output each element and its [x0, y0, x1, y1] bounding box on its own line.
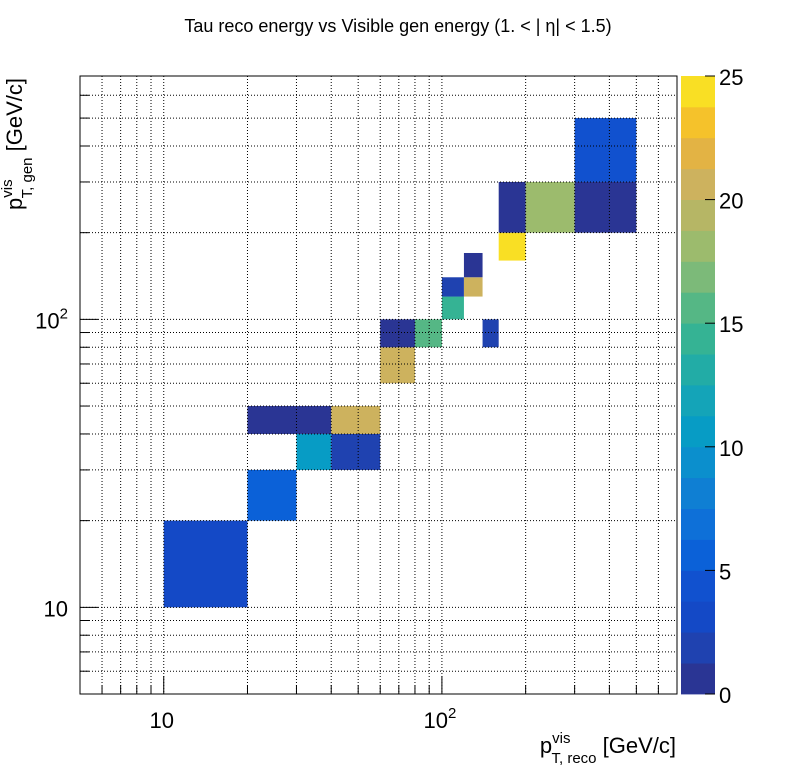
- colorbar-tick-label: 0: [719, 683, 731, 708]
- x-axis-label-sub: T, reco: [552, 750, 597, 767]
- x-axis-label-sup: vis: [552, 730, 570, 747]
- grid-lines: [79, 75, 678, 695]
- y-tick-label: 10: [44, 596, 68, 621]
- colorbar-band: [681, 570, 715, 602]
- colorbar-band: [681, 601, 715, 633]
- heatmap-cell: [574, 118, 637, 182]
- colorbar-band: [681, 106, 715, 139]
- heatmap-cell: [414, 319, 442, 348]
- heatmap-cell: [441, 296, 464, 320]
- colorbar-band: [681, 323, 715, 355]
- heatmap-cell: [498, 232, 526, 261]
- y-axis-label-sub: T, gen: [19, 157, 36, 198]
- heatmap-cell: [247, 469, 297, 521]
- x-tick-label: 102: [423, 705, 456, 733]
- heatmap-cell: [463, 277, 483, 297]
- heatmap-cell: [441, 277, 464, 297]
- heatmap-cell: [463, 252, 483, 278]
- colorbar-tick-label: 20: [719, 189, 743, 214]
- colorbar-band: [681, 508, 715, 540]
- colorbar-band: [681, 415, 715, 448]
- colorbar-band: [681, 76, 715, 108]
- chart-title: Tau reco energy vs Visible gen energy (1…: [184, 16, 611, 36]
- x-axis-label-unit: [GeV/c]: [597, 733, 676, 758]
- colorbar-tick-label: 25: [719, 65, 743, 90]
- heatmap-cell: [163, 520, 248, 608]
- colorbar-band: [681, 230, 715, 262]
- colorbar-band: [681, 446, 715, 479]
- x-tick-label: 10: [149, 708, 173, 733]
- x-axis-label: pvis T, reco [GeV/c]: [540, 730, 676, 767]
- colorbar-band: [681, 261, 715, 293]
- heatmap-cell: [380, 319, 415, 348]
- y-tick-labels: 10 102: [35, 305, 68, 621]
- y-tick-label: 102: [35, 305, 68, 333]
- heatmap-cell: [380, 347, 415, 384]
- colorbar-band: [681, 385, 715, 417]
- colorbar-band: [681, 632, 715, 664]
- colorbar-band: [681, 199, 715, 231]
- heatmap-cell: [247, 406, 332, 434]
- heatmap-cell: [331, 433, 381, 470]
- colorbar-tick-label: 15: [719, 312, 743, 337]
- y-axis-label-group: pvis T, gen [GeV/c]: [0, 78, 36, 210]
- heatmap-cell: [498, 181, 526, 233]
- colorbar-band: [681, 354, 715, 386]
- heatmap-cell: [574, 181, 637, 233]
- colorbar: [681, 75, 715, 695]
- heatmap-cell: [525, 181, 575, 233]
- heatmap-cell: [296, 433, 332, 470]
- colorbar-tick-label: 5: [719, 559, 731, 584]
- heatmap-cell: [331, 406, 381, 434]
- plot-frame: [79, 75, 678, 695]
- x-tick-labels: 10 102: [149, 705, 456, 733]
- colorbar-band: [681, 137, 715, 170]
- heatmap-cell: [482, 319, 499, 348]
- y-axis-label-sup: vis: [0, 179, 16, 197]
- colorbar-band: [681, 292, 715, 324]
- y-axis-label: pvis T, gen [GeV/c]: [0, 78, 36, 210]
- colorbar-tick-label: 10: [719, 436, 743, 461]
- colorbar-band: [681, 477, 715, 509]
- heatmap-cells: [163, 118, 637, 608]
- colorbar-band: [681, 539, 715, 571]
- colorbar-band: [681, 168, 715, 200]
- x-axis-label-base: p: [540, 733, 552, 758]
- y-axis-label-base: p: [2, 198, 27, 210]
- y-axis-label-unit: [GeV/c]: [2, 78, 27, 157]
- colorbar-tick-labels: 0 5 10 15 20 25: [719, 65, 743, 708]
- colorbar-band: [681, 663, 715, 695]
